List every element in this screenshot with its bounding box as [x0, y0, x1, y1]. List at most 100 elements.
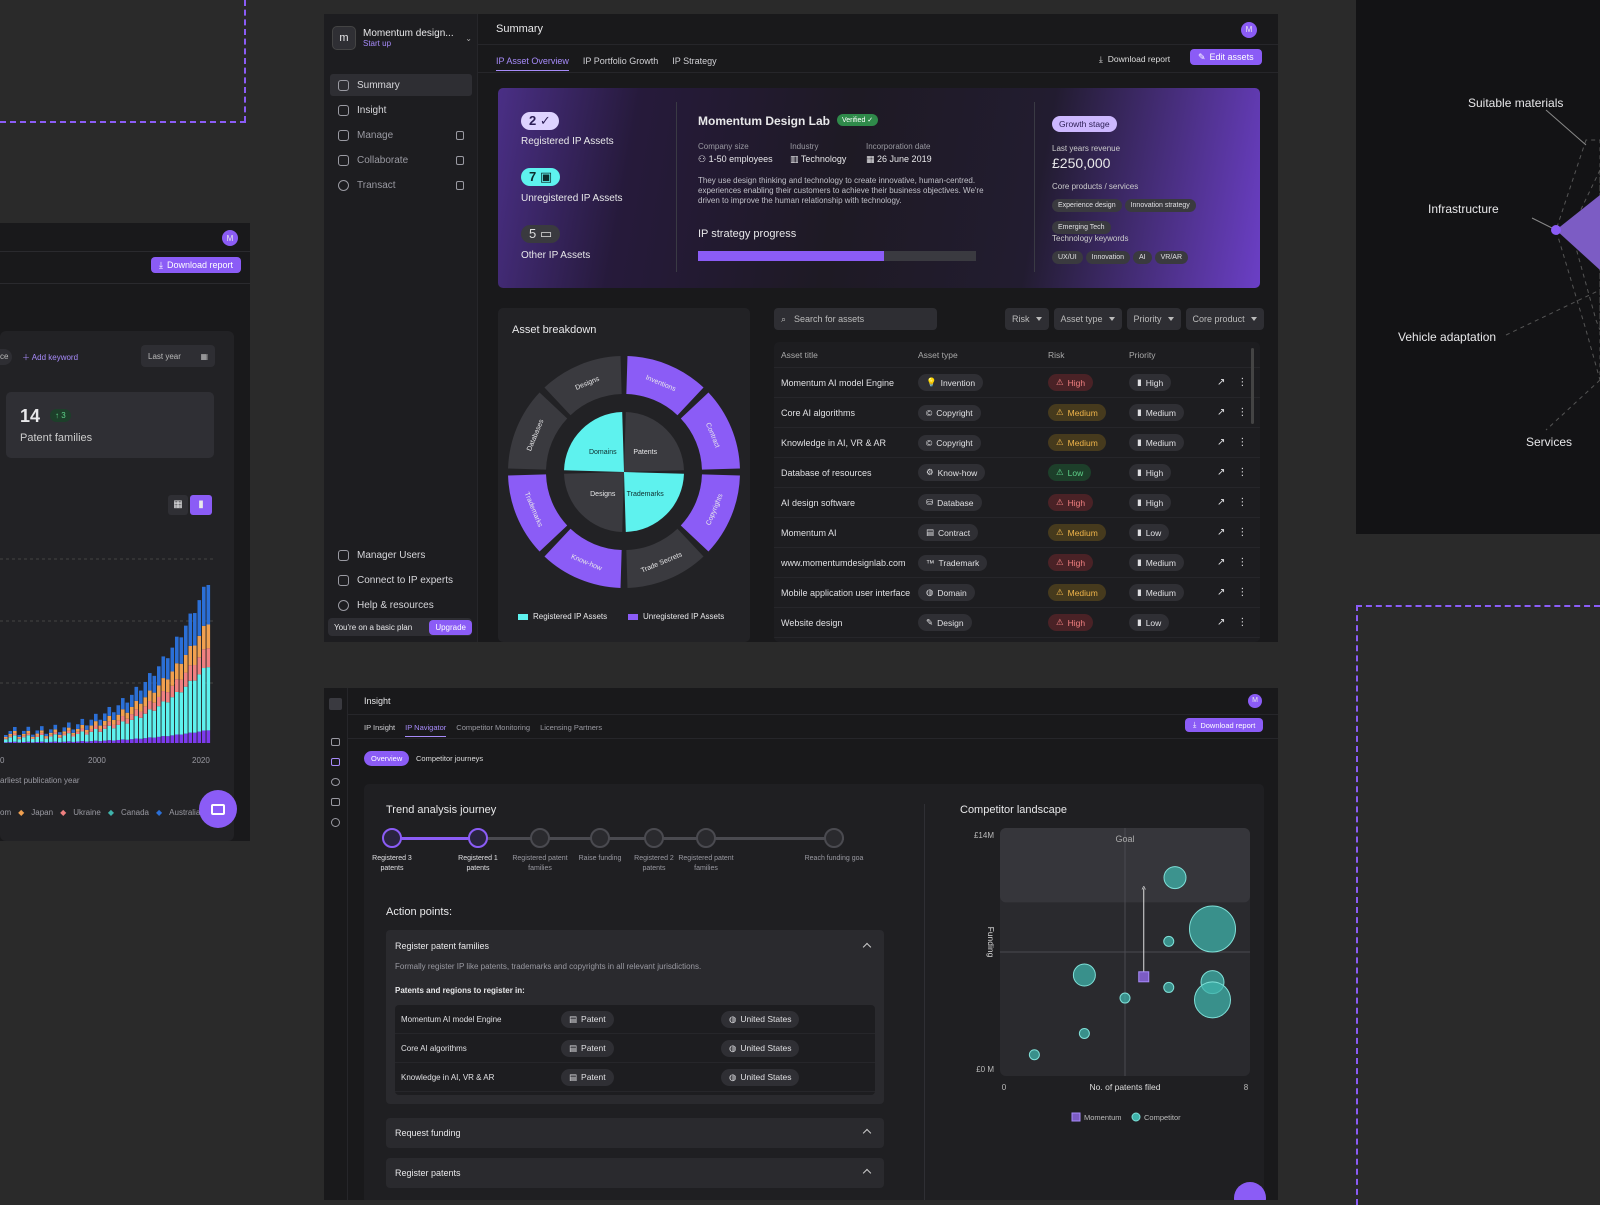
currency-icon[interactable] [331, 818, 340, 827]
tab-ip-asset-overview[interactable]: IP Asset Overview [496, 56, 569, 71]
chat-fab[interactable] [1234, 1182, 1266, 1200]
sidebar-item-manager-users[interactable]: Manager Users [330, 544, 472, 566]
competitor-point[interactable] [1189, 905, 1236, 953]
download-report-button[interactable]: ⤓ Download report [1099, 53, 1171, 65]
table-row[interactable]: Core AI algorithms © Copyright ⚠ Medium ▮ M… [774, 398, 1260, 428]
accordion-register-patent-families[interactable]: Register patent families Formally regist… [386, 930, 884, 1104]
sidebar-item-transact[interactable]: Transact [330, 174, 472, 196]
outer-segment-trade-secrets[interactable] [626, 528, 704, 588]
add-keyword-button[interactable]: ＋ Add keyword [22, 353, 79, 362]
competitor-point[interactable] [1119, 992, 1131, 1004]
accordion-request-funding[interactable]: Request funding [386, 1118, 884, 1148]
outer-segment-designs[interactable] [544, 356, 622, 416]
open-arrow-icon[interactable]: ↗ [1217, 407, 1226, 418]
sidebar-item-connect-experts[interactable]: Connect to IP experts [330, 569, 472, 591]
tab-licensing-partners[interactable]: Licensing Partners [540, 723, 603, 732]
outer-segment-inventions[interactable] [626, 356, 704, 416]
table-view-button[interactable]: ▦ [168, 495, 188, 515]
sidebar-item-help[interactable]: Help & resources [330, 594, 472, 616]
open-arrow-icon[interactable]: ↗ [1217, 587, 1226, 598]
table-row[interactable]: Momentum AI ▤ Contract ⚠ Medium ▮ Low ↗ ⋮ [774, 518, 1260, 548]
competitor-point[interactable] [1072, 963, 1096, 987]
sidebar-item-summary[interactable]: Summary [330, 74, 472, 96]
keyword-chip[interactable]: ce [0, 349, 12, 365]
upgrade-button[interactable]: Upgrade [429, 619, 472, 635]
table-row[interactable]: Website design ✎ Design ⚠ High ▮ Low ↗ ⋮ [774, 608, 1260, 638]
logo-icon[interactable] [329, 698, 342, 710]
competitor-point[interactable] [1028, 1049, 1040, 1061]
chat-fab[interactable] [199, 790, 237, 828]
tab-ip-insight[interactable]: IP Insight [364, 723, 396, 732]
competitor-point[interactable] [1163, 866, 1187, 890]
edit-assets-button[interactable]: ✎ Edit assets [1190, 49, 1262, 65]
sidebar-item-collaborate[interactable]: Collaborate [330, 149, 472, 171]
accordion-register-patents[interactable]: Register patents [386, 1158, 884, 1188]
table-row[interactable]: AI design software ⛁ Database ⚠ High ▮ High… [774, 488, 1260, 518]
more-menu-icon[interactable]: ⋮ [1237, 467, 1248, 478]
outer-segment-contract[interactable] [680, 392, 740, 470]
tab-ip-portfolio-growth[interactable]: IP Portfolio Growth [582, 56, 659, 66]
more-menu-icon[interactable]: ⋮ [1237, 377, 1248, 388]
open-arrow-icon[interactable]: ↗ [1217, 617, 1226, 628]
table-row[interactable]: Knowledge in AI, VR & AR © Copyright ⚠ Med… [774, 428, 1260, 458]
journey-step-icon[interactable] [644, 828, 664, 848]
subtab-overview[interactable]: Overview [364, 751, 410, 766]
journey-step-icon[interactable] [590, 828, 610, 848]
table-row[interactable]: Momentum AI model Engine 💡 Invention ⚠ Hig… [774, 368, 1260, 398]
more-menu-icon[interactable]: ⋮ [1237, 587, 1248, 598]
journey-step-icon[interactable] [468, 828, 488, 848]
competitor-point[interactable] [1163, 935, 1175, 947]
more-menu-icon[interactable]: ⋮ [1237, 527, 1248, 538]
insight-icon[interactable] [331, 758, 340, 766]
tab-ip-strategy[interactable]: IP Strategy [672, 56, 717, 66]
more-menu-icon[interactable]: ⋮ [1237, 497, 1248, 508]
inner-segment-designs[interactable] [564, 472, 624, 532]
filter-core-product[interactable]: Core product [1185, 308, 1264, 330]
period-select[interactable]: Last year ▦ [141, 345, 215, 367]
outer-segment-databases[interactable] [508, 392, 568, 470]
tab-competitor-monitoring[interactable]: Competitor Monitoring [456, 723, 531, 732]
manage-icon[interactable] [331, 778, 340, 786]
filter-asset-type[interactable]: Asset type [1053, 308, 1122, 330]
inner-segment-trademarks[interactable] [624, 472, 684, 532]
open-arrow-icon[interactable]: ↗ [1217, 527, 1226, 538]
grid-icon[interactable] [331, 738, 340, 746]
avatar[interactable]: M [222, 230, 238, 246]
outer-segment-trademarks[interactable] [508, 474, 568, 552]
competitor-point[interactable] [1163, 981, 1175, 993]
inner-segment-domains[interactable] [564, 412, 624, 472]
journey-step-icon[interactable] [824, 828, 844, 848]
tab-ip-navigator[interactable]: IP Navigator [405, 723, 447, 737]
open-arrow-icon[interactable]: ↗ [1217, 377, 1226, 388]
more-menu-icon[interactable]: ⋮ [1237, 407, 1248, 418]
search-input[interactable]: ⌕ Search for assets [774, 308, 937, 330]
filter-risk[interactable]: Risk [1005, 308, 1049, 330]
more-menu-icon[interactable]: ⋮ [1237, 557, 1248, 568]
open-arrow-icon[interactable]: ↗ [1217, 497, 1226, 508]
open-arrow-icon[interactable]: ↗ [1217, 467, 1226, 478]
download-report-button[interactable]: ⤓ Download report [1185, 718, 1264, 732]
subtab-competitor-journeys[interactable]: Competitor journeys [416, 754, 484, 763]
competitor-point[interactable] [1194, 981, 1231, 1019]
competitor-point[interactable] [1078, 1027, 1090, 1039]
sidebar-item-manage[interactable]: Manage [330, 124, 472, 146]
company-switcher[interactable]: m Momentum design... Start up ⌄ [332, 22, 472, 54]
filter-priority[interactable]: Priority [1126, 308, 1181, 330]
journey-step-icon[interactable] [696, 828, 716, 848]
open-arrow-icon[interactable]: ↗ [1217, 557, 1226, 568]
users-icon[interactable] [331, 798, 340, 806]
table-row[interactable]: Database of resources ⚙ Know-how ⚠ Low ▮ Hi… [774, 458, 1260, 488]
outer-segment-copyrights[interactable] [680, 474, 740, 552]
sidebar-item-insight[interactable]: Insight [330, 99, 472, 121]
momentum-point[interactable] [1138, 971, 1150, 983]
table-row[interactable]: www.momentumdesignlab.com ™ Trademark ⚠ Hi… [774, 548, 1260, 578]
inner-segment-patents[interactable] [624, 412, 684, 472]
journey-step-icon[interactable] [530, 828, 550, 848]
avatar[interactable]: M [1248, 694, 1262, 708]
table-scrollbar[interactable] [1251, 348, 1254, 424]
outer-segment-know-how[interactable] [544, 528, 622, 588]
chart-view-button[interactable]: ▮ [190, 495, 212, 515]
more-menu-icon[interactable]: ⋮ [1237, 617, 1248, 628]
open-arrow-icon[interactable]: ↗ [1217, 437, 1226, 448]
download-report-button[interactable]: ⤓ Download report [151, 257, 242, 273]
